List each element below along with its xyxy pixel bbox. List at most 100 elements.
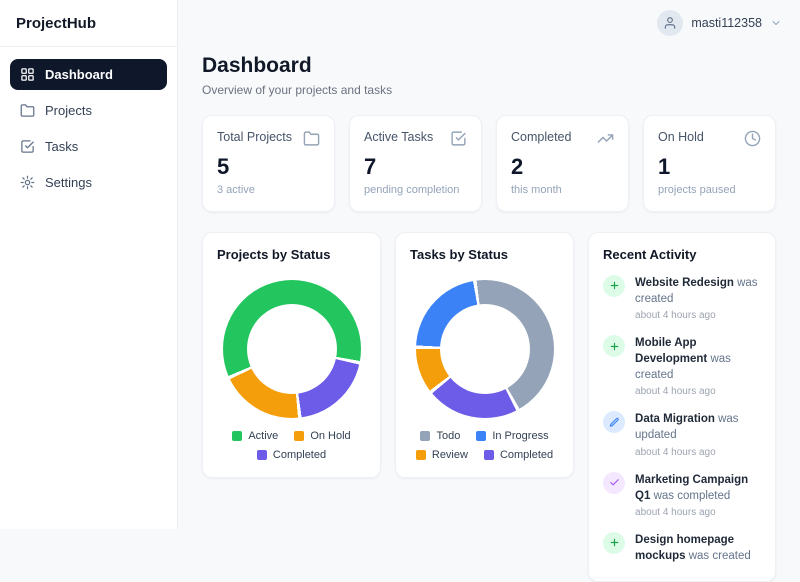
tasks-chart-card: Tasks by Status Todo In Progress Review … bbox=[395, 231, 575, 478]
legend-label: Completed bbox=[272, 448, 327, 461]
plus-icon bbox=[603, 531, 626, 554]
activity-item-time: about 4 hours ago bbox=[635, 310, 716, 322]
stat-label: Total Projects bbox=[217, 130, 293, 144]
sidebar-item-tasks[interactable]: Tasks bbox=[10, 131, 167, 162]
stat-value: 2 bbox=[511, 154, 524, 179]
tasks-legend: Todo In Progress Review Completed bbox=[410, 430, 559, 463]
sidebar-item-settings[interactable]: Settings bbox=[10, 167, 167, 198]
edit-pencil-icon bbox=[603, 411, 626, 434]
legend-swatch bbox=[420, 430, 431, 441]
activity-item-title: Data Migration bbox=[635, 413, 715, 426]
avatar bbox=[657, 10, 684, 36]
legend-label: In Progress bbox=[492, 429, 549, 442]
stats-row: Total Projects 5 3 active Active Tasks bbox=[202, 115, 776, 212]
panels-row: Projects by Status Active On Hold Comple… bbox=[202, 231, 776, 582]
donut-hole bbox=[246, 303, 337, 394]
brand: ProjectHub bbox=[0, 0, 177, 47]
tasks-donut-chart bbox=[415, 279, 554, 418]
activity-item-title: Website Redesign bbox=[635, 276, 734, 289]
activity-item: Marketing Campaign Q1 was completed abou… bbox=[603, 471, 761, 518]
sidebar: ProjectHub Dashboard Projects Tasks bbox=[0, 0, 178, 529]
user-menu[interactable]: masti112358 bbox=[657, 10, 782, 36]
activity-title: Recent Activity bbox=[603, 246, 697, 262]
clock-icon bbox=[744, 130, 761, 147]
stat-sub: pending completion bbox=[364, 184, 460, 196]
sidebar-item-label: Tasks bbox=[45, 139, 79, 154]
activity-item: Mobile App Development was created about… bbox=[603, 335, 761, 397]
check-icon bbox=[603, 471, 626, 494]
legend-swatch bbox=[415, 449, 426, 460]
sidebar-item-dashboard[interactable]: Dashboard bbox=[10, 59, 167, 90]
sidebar-item-projects[interactable]: Projects bbox=[10, 95, 167, 126]
stat-label: Completed bbox=[511, 130, 572, 144]
legend-swatch bbox=[294, 430, 305, 441]
activity-list: Website Redesign was created about 4 hou… bbox=[603, 274, 761, 567]
projects-legend: Active On Hold Completed bbox=[217, 430, 366, 463]
plus-icon bbox=[603, 335, 626, 358]
stat-card-active-tasks: Active Tasks 7 pending completion bbox=[349, 115, 482, 212]
stat-card-total-projects: Total Projects 5 3 active bbox=[202, 115, 335, 212]
stat-value: 7 bbox=[364, 154, 377, 179]
page-subtitle: Overview of your projects and tasks bbox=[202, 83, 393, 97]
activity-item-title: Mobile App Development bbox=[635, 337, 708, 366]
stat-label: Active Tasks bbox=[364, 130, 434, 144]
legend-swatch bbox=[483, 449, 494, 460]
activity-item: Design homepage mockups was created bbox=[603, 531, 761, 567]
stat-sub: projects paused bbox=[658, 184, 736, 196]
folder-icon bbox=[303, 130, 320, 147]
legend-label: Todo bbox=[436, 429, 461, 442]
legend-swatch bbox=[232, 430, 243, 441]
legend-label: Completed bbox=[499, 448, 554, 461]
plus-icon bbox=[603, 274, 626, 297]
legend-label: Active bbox=[248, 429, 279, 442]
sidebar-nav: Dashboard Projects Tasks Settings bbox=[0, 47, 177, 210]
activity-item-action: was completed bbox=[653, 489, 731, 502]
folder-icon bbox=[20, 103, 35, 118]
activity-item: Website Redesign was created about 4 hou… bbox=[603, 274, 761, 322]
legend-item-completed: Completed bbox=[483, 448, 554, 461]
stat-value: 1 bbox=[658, 154, 671, 179]
stat-label: On Hold bbox=[658, 130, 704, 144]
username: masti112358 bbox=[691, 16, 762, 30]
chart-title: Tasks by Status bbox=[410, 246, 509, 262]
trending-up-icon bbox=[597, 130, 614, 147]
activity-item-action: was updated bbox=[635, 413, 739, 442]
sidebar-item-label: Dashboard bbox=[45, 67, 113, 82]
check-square-icon bbox=[450, 130, 467, 147]
projects-chart-card: Projects by Status Active On Hold Comple… bbox=[202, 231, 382, 478]
donut-hole bbox=[439, 303, 530, 394]
stat-card-on-hold: On Hold 1 projects paused bbox=[643, 115, 776, 212]
legend-item-review: Review bbox=[415, 448, 468, 461]
legend-swatch bbox=[476, 430, 487, 441]
stat-value: 5 bbox=[217, 154, 230, 179]
legend-label: Review bbox=[431, 448, 468, 461]
chevron-down-icon bbox=[770, 17, 782, 29]
activity-item-time: about 4 hours ago bbox=[635, 386, 716, 398]
stat-card-completed: Completed 2 this month bbox=[496, 115, 629, 212]
legend-item-todo: Todo bbox=[420, 430, 460, 442]
content: Dashboard Overview of your projects and … bbox=[178, 46, 800, 582]
stat-sub: this month bbox=[511, 184, 562, 196]
projects-donut-chart bbox=[222, 279, 361, 418]
sidebar-item-label: Settings bbox=[45, 175, 92, 190]
gear-icon bbox=[20, 175, 35, 190]
page-title: Dashboard bbox=[202, 54, 312, 77]
activity-item-time: about 4 hours ago bbox=[635, 506, 716, 518]
activity-item-action: was created bbox=[635, 353, 731, 382]
legend-item-active: Active bbox=[232, 430, 278, 442]
activity-item-time: about 4 hours ago bbox=[635, 446, 716, 458]
chart-title: Projects by Status bbox=[217, 246, 331, 262]
activity-item: Data Migration was updated about 4 hours… bbox=[603, 411, 761, 458]
legend-swatch bbox=[256, 449, 267, 460]
main-area: masti112358 Dashboard Overview of your p… bbox=[178, 0, 800, 582]
recent-activity-card: Recent Activity Website Redesign was cre… bbox=[588, 231, 776, 582]
activity-item-action: was created bbox=[688, 549, 751, 562]
activity-item-action: was created bbox=[635, 276, 758, 305]
stat-sub: 3 active bbox=[217, 184, 255, 196]
check-square-icon bbox=[20, 139, 35, 154]
legend-label: On Hold bbox=[310, 429, 351, 442]
activity-item-title: Marketing Campaign Q1 bbox=[635, 473, 749, 502]
topbar: masti112358 bbox=[178, 0, 800, 46]
sidebar-item-label: Projects bbox=[45, 103, 92, 118]
